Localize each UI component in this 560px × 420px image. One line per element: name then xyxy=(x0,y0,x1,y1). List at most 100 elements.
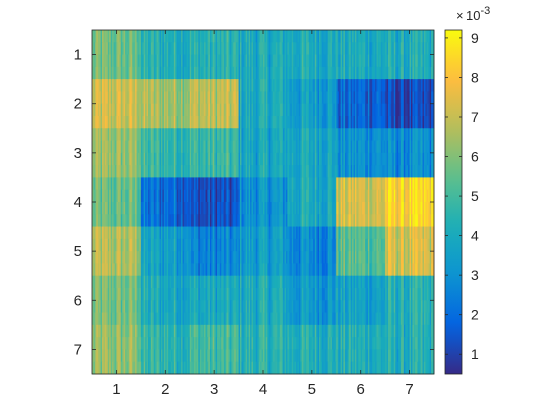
heatmap-cell xyxy=(317,177,320,191)
heatmap-cell xyxy=(296,42,298,55)
heatmap-cell xyxy=(152,202,155,215)
heatmap-cell xyxy=(155,140,158,154)
heatmap-cell xyxy=(163,226,166,240)
heatmap-cell xyxy=(217,91,219,105)
heatmap-cell xyxy=(323,30,326,43)
heatmap-cell xyxy=(408,238,410,252)
heatmap-cell xyxy=(425,189,428,203)
heatmap-cell xyxy=(412,30,415,43)
heatmap-cell xyxy=(129,177,132,191)
heatmap-cell xyxy=(277,42,280,55)
heatmap-cell xyxy=(120,54,123,68)
heatmap-cell xyxy=(254,30,257,43)
heatmap-cell xyxy=(225,128,228,141)
heatmap-cell xyxy=(415,275,418,289)
heatmap-cell xyxy=(308,165,311,178)
heatmap-cell xyxy=(165,275,168,289)
heatmap-cell xyxy=(277,152,280,166)
heatmap-cell xyxy=(234,91,237,105)
heatmap-cell xyxy=(365,116,367,129)
heatmap-cell xyxy=(273,275,275,289)
heatmap-cell xyxy=(296,251,298,264)
heatmap-cell xyxy=(195,275,198,289)
heatmap-cell xyxy=(125,116,127,129)
heatmap-cell xyxy=(393,251,396,264)
heatmap-cell xyxy=(93,54,96,68)
heatmap-cell xyxy=(183,140,186,154)
heatmap-cell xyxy=(146,251,149,264)
heatmap-cell xyxy=(123,275,126,289)
heatmap-cell xyxy=(132,238,135,252)
heatmap-cell xyxy=(139,128,142,141)
heatmap-cell xyxy=(212,177,215,191)
heatmap-cell xyxy=(362,42,364,55)
heatmap-cell xyxy=(242,30,245,43)
heatmap-cell xyxy=(169,30,172,43)
heatmap-cell xyxy=(181,30,183,43)
heatmap-cell xyxy=(120,140,123,154)
heatmap-cell xyxy=(268,54,271,68)
heatmap-cell xyxy=(319,238,321,252)
heatmap-cell xyxy=(123,42,126,55)
heatmap-cell xyxy=(326,238,329,252)
heatmap-cell xyxy=(411,152,413,166)
heatmap-cell xyxy=(317,66,320,80)
heatmap-cell xyxy=(293,91,296,105)
heatmap-cell xyxy=(117,66,120,80)
heatmap-cell xyxy=(369,263,372,277)
heatmap-cell xyxy=(392,189,395,203)
heatmap-cell xyxy=(346,177,349,191)
heatmap-cell xyxy=(339,140,341,154)
heatmap-cell xyxy=(390,275,393,289)
heatmap-cell xyxy=(419,152,422,166)
heatmap-cell xyxy=(271,275,274,289)
heatmap-cell xyxy=(191,116,193,129)
heatmap-cell xyxy=(247,103,250,117)
heatmap-cell xyxy=(251,42,254,55)
heatmap-cell xyxy=(242,275,245,289)
heatmap-cell xyxy=(320,140,323,154)
heatmap-cell xyxy=(421,263,423,277)
heatmap-cell xyxy=(344,140,347,154)
heatmap-cell xyxy=(425,42,428,55)
heatmap-cell xyxy=(412,214,415,227)
heatmap-cell xyxy=(127,226,130,240)
heatmap-cell xyxy=(264,42,267,55)
heatmap-cell xyxy=(330,202,333,215)
heatmap-cell xyxy=(343,251,346,264)
heatmap-cell xyxy=(270,30,273,43)
heatmap-cell xyxy=(188,103,191,117)
heatmap-cell xyxy=(343,54,346,68)
heatmap-cell xyxy=(116,79,119,92)
heatmap-cell xyxy=(104,103,107,117)
heatmap-cell xyxy=(280,275,283,289)
heatmap-cell xyxy=(339,128,341,141)
heatmap-cell xyxy=(263,251,265,264)
heatmap-cell xyxy=(130,42,133,55)
heatmap-cell xyxy=(281,79,284,92)
heatmap-cell xyxy=(370,275,373,289)
heatmap-cell xyxy=(369,42,372,55)
heatmap-cell xyxy=(350,116,353,129)
heatmap-cell xyxy=(385,251,387,264)
heatmap-cell xyxy=(377,116,380,129)
heatmap-cell xyxy=(294,140,297,154)
heatmap-cell xyxy=(365,140,367,154)
heatmap-cell xyxy=(140,238,143,252)
heatmap-cell xyxy=(188,189,191,203)
heatmap-cell xyxy=(399,214,402,227)
heatmap-cell xyxy=(171,79,173,92)
heatmap-cell xyxy=(287,152,290,166)
heatmap-cell xyxy=(116,116,119,129)
heatmap-cell xyxy=(153,275,156,289)
heatmap-cell xyxy=(225,103,228,117)
heatmap-cell xyxy=(227,189,229,203)
heatmap-cell xyxy=(221,165,224,178)
heatmap-cell xyxy=(96,214,99,227)
heatmap-cell xyxy=(313,152,316,166)
heatmap-cell xyxy=(416,79,419,92)
heatmap-cell xyxy=(225,238,228,252)
heatmap-cell xyxy=(310,140,313,154)
heatmap-cell xyxy=(130,189,133,203)
heatmap-cell xyxy=(224,251,227,264)
